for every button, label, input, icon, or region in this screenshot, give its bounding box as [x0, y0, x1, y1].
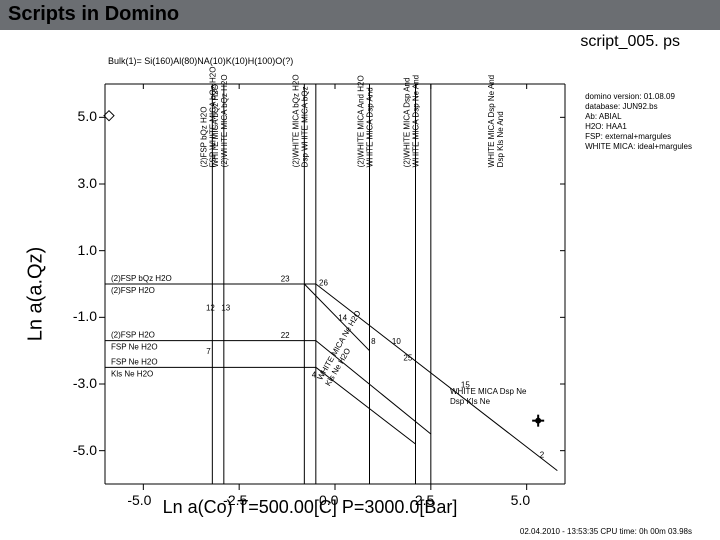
svg-text:Dsp Kls Ne: Dsp Kls Ne: [450, 397, 491, 406]
svg-text:(2)FSP bQz H2O: (2)FSP bQz H2O: [200, 107, 209, 168]
svg-text:(2)WHITE MICA And H2O: (2)WHITE MICA And H2O: [357, 75, 366, 167]
y-tick-label: -1.0: [73, 308, 97, 324]
svg-text:(2)WHITE MICA bQz H2O: (2)WHITE MICA bQz H2O: [220, 74, 229, 167]
svg-text:WHITE MICA Dsp Ne And: WHITE MICA Dsp Ne And: [487, 75, 496, 167]
filename-row: script_005. ps: [0, 30, 720, 54]
y-tick-label: 1.0: [78, 242, 97, 258]
svg-text:FSP Ne H2O: FSP Ne H2O: [111, 343, 158, 352]
svg-text:WHITE MICA Dsp And: WHITE MICA Dsp And: [366, 87, 375, 167]
y-tick-label: -3.0: [73, 375, 97, 391]
svg-text:(2)FSP H2O: (2)FSP H2O: [111, 286, 155, 295]
x-tick-label: -2.5: [223, 492, 247, 508]
title-bar: Scripts in Domino: [0, 0, 720, 30]
svg-text:22: 22: [281, 331, 290, 340]
x-tick-label: 5.0: [511, 492, 530, 508]
x-tick-label: 2.5: [415, 492, 434, 508]
filename-label: script_005. ps: [580, 33, 680, 50]
svg-text:FSP Ne H2O: FSP Ne H2O: [111, 357, 158, 366]
svg-text:13: 13: [221, 304, 230, 313]
svg-text:WHITE MICA Dsp Ne: WHITE MICA Dsp Ne: [450, 387, 527, 396]
y-tick-label: -5.0: [73, 442, 97, 458]
svg-text:26: 26: [319, 279, 328, 288]
svg-text:WHITE MICA bQz H2O: WHITE MICA bQz H2O: [211, 84, 220, 167]
svg-text:(2)FSP H2O: (2)FSP H2O: [111, 331, 155, 340]
svg-text:12: 12: [206, 304, 215, 313]
svg-text:Kls Ne H2O: Kls Ne H2O: [111, 369, 153, 378]
svg-text:(2)WHITE MICA Dsp And: (2)WHITE MICA Dsp And: [403, 78, 412, 168]
y-tick-label: 5.0: [78, 108, 97, 124]
plot-area: Bulk(1)= Si(160)Al(80)NA(10)K(10)H(100)O…: [0, 54, 720, 540]
svg-text:25: 25: [403, 354, 412, 363]
svg-text:14: 14: [338, 314, 347, 323]
svg-text:8: 8: [371, 337, 376, 346]
svg-text:(2)WHITE MICA bQz H2O: (2)WHITE MICA bQz H2O: [292, 74, 301, 167]
svg-text:10: 10: [392, 337, 401, 346]
svg-text:7: 7: [206, 347, 211, 356]
svg-text:(2)FSP bQz H2O: (2)FSP bQz H2O: [111, 274, 172, 283]
svg-text:WHITE MICA Dsp Ne And: WHITE MICA Dsp Ne And: [412, 75, 421, 167]
x-tick-label: -5.0: [127, 492, 151, 508]
page-title: Scripts in Domino: [8, 3, 179, 25]
x-tick-label: 0.0: [319, 492, 338, 508]
svg-text:2: 2: [540, 450, 545, 459]
svg-text:Dsp Kls Ne And: Dsp Kls Ne And: [496, 111, 505, 167]
svg-text:Dsp WHITE MICA bQz: Dsp WHITE MICA bQz: [301, 86, 310, 167]
phase-diagram-svg: (2)FSP bQz H2O (2)FSP H2O (2)FSP H2O FSP Ne…: [0, 54, 720, 540]
y-tick-label: 3.0: [78, 175, 97, 191]
svg-text:23: 23: [281, 274, 290, 283]
